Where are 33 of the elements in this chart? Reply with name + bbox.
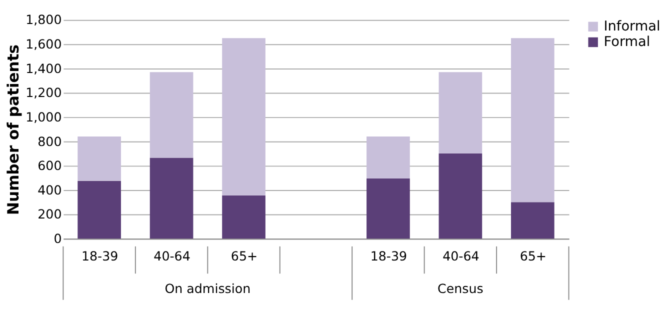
- x-tick-label: 18-39: [370, 248, 408, 264]
- x-tick-label: 65+: [230, 248, 258, 264]
- x-tick-label: 18-39: [81, 248, 118, 264]
- x-tick-label: 40-64: [154, 248, 190, 264]
- bar: [78, 180, 121, 239]
- y-tick-label: 0: [54, 230, 62, 246]
- y-tick-label: 1,400: [26, 60, 62, 76]
- legend-label: Formal: [604, 34, 650, 50]
- bar: [510, 38, 554, 202]
- y-tick-label: 600: [38, 158, 62, 174]
- bar: [222, 195, 266, 239]
- y-axis-title: Number of patients: [4, 44, 23, 216]
- bar: [366, 178, 410, 239]
- y-tick-label: 800: [38, 134, 62, 149]
- y-tick-label: 1,800: [26, 12, 62, 28]
- y-tick-label: 200: [38, 206, 62, 222]
- bar: [150, 72, 194, 158]
- x-tick-label: 65+: [520, 248, 546, 264]
- bar: [150, 158, 194, 239]
- text: On admission: [164, 281, 251, 296]
- y-tick-label: 1,600: [26, 36, 62, 52]
- y-tick-label: 1,000: [26, 109, 62, 124]
- bar: [366, 136, 410, 178]
- bar: [438, 72, 482, 154]
- bar: [78, 136, 121, 181]
- bar: [222, 38, 266, 196]
- y-tick-label: 400: [38, 182, 62, 198]
- y-tick-label: 1,200: [26, 85, 62, 100]
- bar: [438, 154, 482, 239]
- bar: [510, 202, 554, 239]
- x-tick-label: 40-64: [442, 248, 480, 264]
- text: Census: [438, 281, 484, 296]
- legend-label: Informal: [604, 18, 660, 35]
